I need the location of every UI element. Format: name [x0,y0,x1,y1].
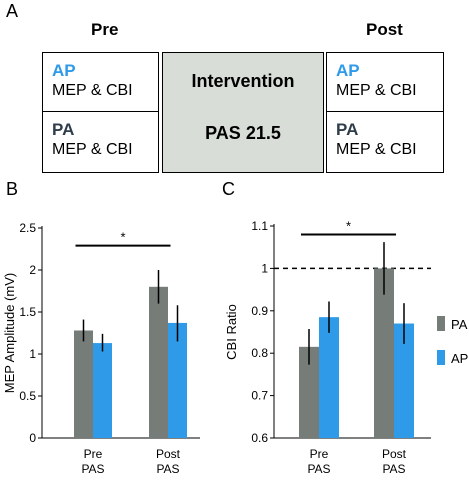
chart-c-ytick-label: 0.8 [251,346,268,360]
chart-b-category-label: Post [156,447,181,461]
chart-b-ytick-label: 1 [29,347,36,361]
chart-b-ytick-label: 2 [29,263,36,277]
chart-b-bar-ap-1 [168,322,187,438]
chart-b-ytick-label: 1.5 [19,305,36,319]
chart-b-bar-pa-0 [74,330,93,438]
chart-b-category-label: PAS [81,462,104,476]
chart-c-ylabel: CBI Ratio [224,304,239,360]
post-header: Post [366,20,403,39]
post-pa-measure: MEP & CBI [336,141,417,158]
pre-pa-label: PA [52,120,75,139]
chart-c-category-label: Post [382,447,407,461]
panel-a-label: A [6,1,19,21]
post-pa-box: PA MEP & CBI [326,111,444,173]
pre-pa-box: PA MEP & CBI [42,111,159,173]
chart-c-legend-label-pa: PA [451,317,468,332]
chart-c-bar-pa-0 [299,346,319,438]
chart-c-ytick-label: 0.9 [251,304,268,318]
chart-b-category-label: Pre [84,447,103,461]
pre-header: Pre [91,20,119,39]
chart-c-legend-swatch-pa [437,316,445,331]
chart-c-legend-swatch-ap [437,350,445,365]
intervention-protocol: PAS 21.5 [205,123,281,143]
chart-c-bar-ap-1 [394,323,414,438]
panel-b-label: B [6,179,19,199]
chart-c-bar-ap-0 [319,317,339,438]
chart-c-legend-label-ap: AP [451,351,468,366]
chart-b-ytick-label: 0 [29,431,36,445]
chart-c-bar-pa-1 [374,268,394,438]
post-ap-measure: MEP & CBI [336,82,417,99]
pre-pa-measure: MEP & CBI [52,141,133,158]
post-ap-label: AP [336,61,360,80]
pre-ap-box: AP MEP & CBI [42,52,159,113]
intervention-box: Intervention PAS 21.5 [162,52,324,173]
pre-ap-measure: MEP & CBI [52,82,133,99]
chart-c-category-label: Pre [310,447,329,461]
post-ap-box: AP MEP & CBI [326,52,444,113]
panel-c-label: C [222,179,235,199]
chart-c-ytick-label: 0.7 [251,389,268,403]
chart-c-category-label: PAS [307,462,330,476]
chart-c-ytick-label: 1.1 [251,219,268,233]
post-pa-label: PA [336,120,359,139]
intervention-title: Intervention [191,71,295,91]
chart-b-bar-ap-0 [93,343,112,438]
chart-b-category-label: PAS [156,462,179,476]
chart-c-category-label: PAS [382,462,405,476]
chart-b-ylabel: MEP Amplitude (mV) [2,273,17,393]
chart-c-ytick-label: 1 [261,261,268,275]
chart-b-bar-pa-1 [149,286,168,438]
chart-c-significance-label: * [346,218,351,233]
pre-ap-label: AP [52,61,76,80]
chart-b-significance-label: * [120,230,125,245]
chart-c-ytick-label: 0.6 [251,431,268,445]
chart-b-ytick-label: 0.5 [19,389,36,403]
chart-b-ytick-label: 2.5 [19,221,36,235]
